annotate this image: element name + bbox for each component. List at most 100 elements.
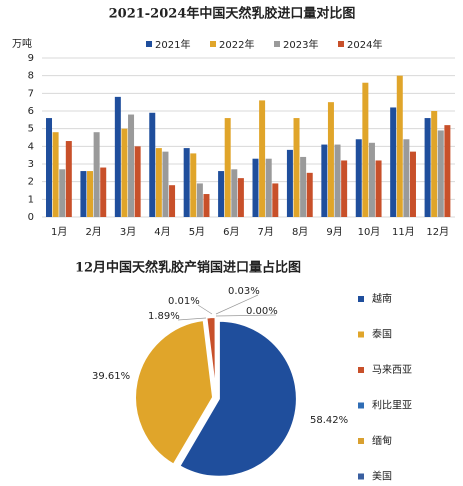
bar [190, 153, 197, 217]
x-tick-label: 7月 [258, 226, 274, 238]
legend-label: 2021年 [155, 38, 190, 51]
data-label: 39.61% [92, 371, 130, 382]
legend-label: 利比里亚 [372, 400, 412, 412]
x-tick-label: 3月 [120, 226, 136, 238]
bar [300, 156, 307, 217]
x-tick-label: 2月 [85, 226, 101, 238]
bar [293, 118, 300, 217]
y-tick-label: 3 [28, 159, 34, 170]
bar [59, 169, 66, 217]
chart-title: 12月中国天然乳胶产销国进口量占比图 [75, 260, 301, 276]
bar [437, 130, 444, 217]
pie-slice [178, 319, 298, 478]
bar [52, 132, 59, 217]
x-tick-label: 4月 [154, 226, 170, 238]
bar [169, 185, 176, 217]
bar [196, 183, 203, 217]
legend-label: 泰国 [372, 328, 392, 341]
bar [93, 132, 100, 217]
bar [424, 118, 431, 217]
legend-swatch [358, 331, 364, 338]
legend-swatch [358, 402, 364, 409]
bar [444, 125, 451, 217]
legend-label: 越南 [372, 292, 392, 305]
y-tick-label: 0 [28, 212, 34, 223]
bar [286, 149, 293, 217]
bar [306, 172, 313, 217]
leader-line [197, 304, 213, 315]
legend-swatch [358, 296, 364, 302]
x-tick-label: 9月 [326, 226, 342, 238]
legend-label: 马来西亚 [372, 364, 412, 376]
y-tick-label: 2 [28, 177, 34, 188]
x-tick-label: 11月 [392, 226, 415, 238]
chart-title: 2021-2024年中国天然乳胶进口量对比图 [109, 6, 356, 22]
bar [155, 148, 162, 217]
bar [114, 96, 121, 217]
bar [237, 178, 244, 217]
data-label: 0.01% [168, 296, 200, 307]
bar [259, 100, 266, 217]
bar [375, 160, 382, 217]
bar [218, 171, 225, 217]
legend-swatch [358, 367, 364, 373]
leader-line [215, 314, 277, 317]
data-label: 0.03% [228, 286, 260, 297]
bar [390, 107, 397, 217]
x-tick-label: 12月 [426, 226, 449, 238]
legend-swatch [146, 41, 152, 47]
y-tick-label: 7 [28, 88, 34, 99]
bar [321, 144, 328, 217]
bar [409, 151, 416, 217]
bar [46, 118, 53, 217]
legend-label: 美国 [372, 470, 392, 483]
legend-swatch [338, 41, 344, 47]
legend-label: 缅甸 [372, 434, 392, 447]
bar [252, 158, 259, 217]
x-tick-label: 10月 [358, 226, 381, 238]
y-tick-label: 9 [28, 53, 34, 64]
leader-line [177, 317, 207, 321]
y-tick-label: 8 [28, 71, 34, 82]
bar [362, 82, 369, 217]
bar [396, 75, 403, 218]
legend-swatch [358, 473, 364, 480]
y-axis-label: 万吨 [12, 37, 32, 50]
bar [403, 139, 410, 217]
y-tick-label: 5 [28, 124, 34, 135]
bar [134, 146, 141, 217]
bar [265, 158, 272, 217]
y-tick-label: 4 [28, 141, 34, 152]
legend-swatch [358, 438, 364, 444]
bar [121, 128, 128, 217]
bar [272, 183, 279, 217]
bar [203, 194, 210, 217]
x-tick-label: 6月 [223, 226, 239, 238]
data-label: 58.42% [310, 415, 348, 426]
bar [87, 171, 94, 217]
y-tick-label: 1 [28, 194, 34, 205]
x-tick-label: 1月 [51, 226, 67, 238]
bar [149, 112, 156, 217]
bar [341, 160, 348, 217]
bar [162, 151, 169, 217]
bar [334, 144, 341, 217]
legend-label: 2024年 [347, 38, 382, 51]
bar [431, 111, 438, 217]
pie-slice [134, 318, 215, 467]
bar [100, 167, 107, 217]
data-label: 0.00% [246, 306, 278, 317]
bar [231, 169, 238, 217]
bar [368, 142, 375, 217]
bar [80, 171, 87, 217]
x-tick-label: 8月 [292, 226, 308, 238]
bar [183, 148, 190, 217]
bar [128, 114, 135, 217]
bar [355, 139, 362, 217]
bar [224, 118, 231, 217]
leader-line [215, 294, 259, 315]
y-tick-label: 6 [28, 106, 34, 117]
legend-swatch [274, 41, 280, 47]
legend-swatch [210, 41, 216, 47]
